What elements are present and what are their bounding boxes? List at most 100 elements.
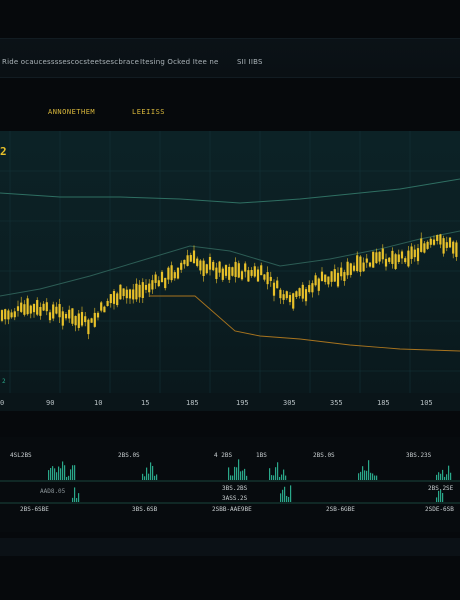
candle-body [52,304,55,319]
candle-body [132,289,135,300]
volume-bar [370,472,372,480]
volume-chart[interactable] [0,437,460,532]
toolbar-mid-text[interactable]: Itesing Ocked Itee ne [140,58,219,66]
volume-bar [438,490,440,502]
candle-body [148,283,151,293]
volume-bar [271,475,273,480]
bottom-left-label: 2 [2,378,6,385]
candle-body [199,260,202,271]
candle-body [349,263,352,275]
candle-body [375,252,378,264]
candle-body [125,289,128,299]
volume-label: 3BS.23S [406,452,432,459]
volume-bar [240,471,242,480]
volume-bar [366,470,368,480]
candle-body [128,289,132,299]
candle-body [324,274,327,282]
candle-body [256,269,260,282]
volume-label: 3BS.6SB [132,506,158,513]
volume-label: 1BS [256,452,267,459]
toolbar-right-text[interactable]: SII IIBS [237,58,263,66]
volume-bar [230,475,232,480]
volume-bar [368,460,370,480]
candle-body [301,284,304,299]
volume-bar [146,467,148,480]
candle-body [260,265,263,276]
candle-body [10,312,13,318]
x-tick: 195 [236,399,249,407]
volume-bar [58,466,60,480]
volume-bar [284,486,286,502]
candle-body [378,251,381,262]
candle-body [55,306,58,314]
x-tick: 185 [377,399,390,407]
candle-body [298,288,301,297]
volume-bar [154,475,156,480]
volume-bar [50,467,52,480]
volume-bar [448,465,450,480]
tab-leads[interactable]: LEEIISS [132,108,166,116]
x-tick: 90 [46,399,55,407]
candle-body [74,315,77,326]
candle-body [362,262,365,272]
candle-body [109,294,112,304]
candle-body [317,278,320,291]
tab-announcement[interactable]: ANNONETHEM [48,108,96,116]
candle-body [173,272,176,279]
price-chart-panel[interactable]: 2 2 [0,131,460,393]
candle-body [7,310,10,320]
candle-body [151,280,154,290]
price-chart[interactable]: 2 2 [0,131,460,393]
candle-body [176,267,180,279]
volume-bar [282,489,284,502]
candle-body [39,307,42,316]
candle-body [0,310,4,321]
volume-label: 2SB-6GBE [326,506,355,513]
volume-bar [68,475,70,480]
volume-bar [242,470,244,480]
candle-body [167,267,170,280]
volume-bar [148,473,150,480]
candle-body [263,274,266,280]
volume-bar [286,495,288,502]
candle-body [272,282,276,296]
volume-bar [48,470,50,480]
candle-body [212,261,215,271]
candle-body [100,302,103,311]
candle-body [48,312,52,321]
candle-body [439,234,442,245]
volume-bar [438,472,440,480]
candle-body [231,267,234,276]
volume-panel[interactable]: 4SL2BS 2BS.0S 4 2BS 1BS 2BS.0S 3BS.23S A… [0,437,460,532]
candle-body [240,271,244,280]
volume-bar [280,493,282,502]
candle-body [266,272,269,285]
volume-bar [72,465,74,480]
candle-body [429,238,432,245]
candle-body [160,271,164,283]
candle-body [250,270,253,276]
x-axis: 0 90 10 15 185 195 305 355 185 105 [0,393,460,411]
volume-bar [440,473,442,480]
candle-body [311,283,314,293]
candle-body [426,241,429,249]
volume-label: 2SBB-AAE9BE [212,506,252,513]
x-tick: 10 [94,399,103,407]
candle-body [436,235,439,241]
corner-value-label: 2 [0,145,7,158]
candle-body [45,302,48,312]
candle-body [157,280,160,287]
volume-label: 4SL2BS [10,452,32,459]
volume-bar [450,472,452,480]
candle-body [253,266,256,277]
volume-bar [446,474,448,480]
candle-body [202,260,205,276]
candle-body [4,309,7,320]
volume-bar [142,473,144,480]
volume-bar [56,472,58,480]
volume-bar [232,475,234,480]
candle-body [352,265,356,271]
support-line [150,295,460,352]
candle-body [384,258,388,267]
volume-bar [52,466,54,480]
